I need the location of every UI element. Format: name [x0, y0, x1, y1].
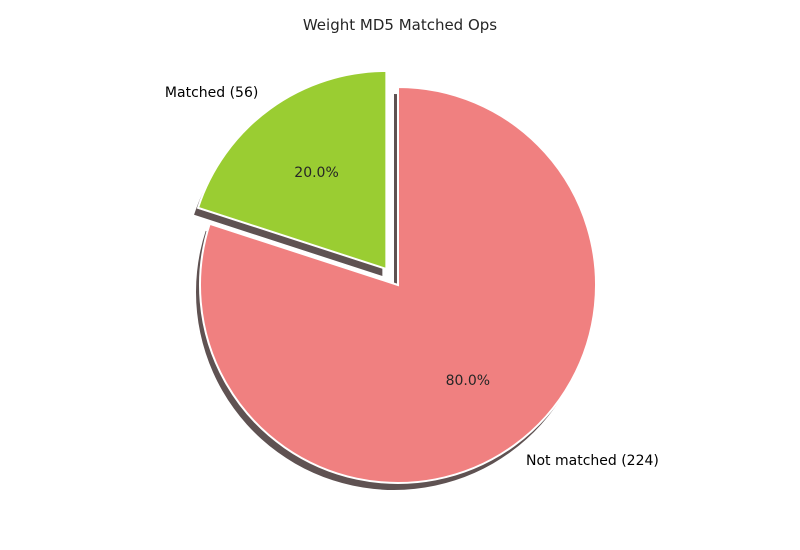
pie-slice — [199, 85, 597, 484]
slice-labels: Matched (56) 20.0% Not matched (224) 80.0% — [165, 85, 659, 469]
slice-label: Not matched (224) — [526, 453, 659, 469]
slice-percent-label: 20.0% — [294, 165, 338, 181]
slice-percent-label: 80.0% — [446, 373, 490, 389]
chart-title: Weight MD5 Matched Ops — [303, 16, 497, 34]
pie-slice — [196, 69, 388, 271]
slice-label: Matched (56) — [165, 85, 258, 101]
pie-slices — [196, 69, 597, 484]
